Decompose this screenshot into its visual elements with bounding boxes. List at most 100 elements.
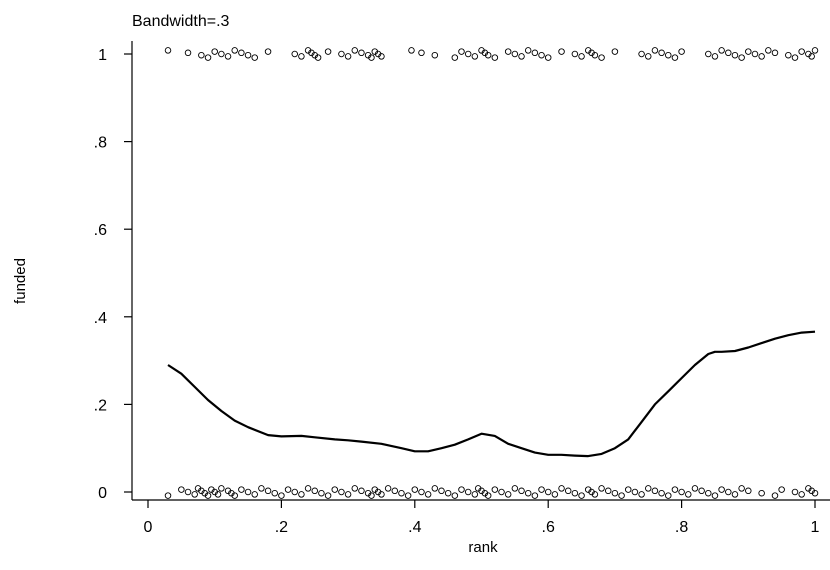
data-point-funded-1	[504, 48, 512, 55]
data-point-funded-1	[224, 53, 232, 60]
data-point-funded-0	[244, 488, 252, 496]
data-point-funded-0	[438, 487, 445, 495]
data-point-funded-0	[778, 486, 785, 493]
data-point-funded-1	[324, 48, 332, 55]
data-point-funded-1	[458, 48, 465, 55]
data-point-funded-1	[544, 54, 552, 61]
data-point-funded-0	[331, 486, 339, 493]
data-point-funded-1	[484, 51, 492, 59]
data-point-funded-1	[244, 51, 252, 59]
y-tick-label: 1	[98, 47, 107, 64]
data-point-funded-1	[578, 53, 585, 60]
data-point-funded-0	[811, 489, 819, 497]
data-point-funded-1	[291, 50, 298, 58]
data-point-funded-1	[738, 54, 745, 61]
data-point-funded-1	[645, 53, 652, 60]
data-point-funded-1	[798, 48, 805, 55]
data-point-funded-0	[431, 485, 439, 492]
data-point-funded-1	[785, 51, 792, 59]
data-point-funded-0	[444, 489, 452, 497]
data-point-funded-0	[324, 492, 332, 499]
data-point-funded-1	[571, 50, 579, 58]
data-point-funded-0	[338, 488, 345, 496]
y-tick-label: 0	[98, 485, 107, 502]
data-point-funded-0	[271, 489, 278, 497]
data-point-funded-1	[451, 54, 459, 61]
data-point-funded-1	[164, 47, 172, 54]
data-point-funded-0	[471, 491, 479, 498]
data-point-funded-0	[604, 487, 612, 495]
data-point-funded-0	[571, 489, 579, 497]
data-point-funded-0	[758, 489, 765, 497]
data-point-funded-0	[645, 485, 652, 492]
data-point-funded-1	[791, 54, 799, 61]
data-point-funded-0	[418, 488, 425, 496]
data-point-funded-0	[598, 485, 605, 492]
data-point-funded-1	[598, 54, 605, 61]
data-point-funded-1	[464, 50, 472, 58]
data-point-funded-0	[578, 492, 585, 499]
data-point-funded-0	[264, 487, 272, 495]
data-point-funded-1	[591, 51, 599, 59]
data-point-funded-1	[524, 47, 532, 54]
data-point-funded-0	[558, 485, 565, 492]
data-point-funded-1	[808, 53, 815, 60]
data-point-funded-1	[204, 54, 212, 61]
data-point-funded-0	[164, 492, 172, 499]
data-point-funded-0	[238, 486, 245, 493]
data-point-funded-0	[705, 489, 712, 497]
data-point-funded-0	[498, 488, 505, 496]
data-point-funded-0	[464, 488, 472, 496]
data-point-funded-0	[184, 488, 192, 496]
data-point-funded-0	[458, 486, 465, 493]
data-point-funded-1	[611, 48, 619, 55]
data-point-funded-1	[731, 51, 739, 59]
data-point-funded-0	[631, 488, 639, 496]
x-tick-label: .6	[542, 519, 555, 536]
data-point-funded-0	[798, 491, 805, 498]
data-point-funded-0	[524, 489, 532, 497]
data-point-funded-1	[711, 53, 719, 60]
data-point-funded-0	[404, 492, 412, 499]
data-point-funded-1	[408, 47, 415, 54]
y-tick-label: .8	[94, 135, 107, 152]
data-point-funded-0	[685, 491, 692, 498]
data-point-funded-1	[811, 47, 819, 54]
data-point-funded-0	[231, 492, 238, 499]
data-point-funded-1	[218, 50, 225, 58]
data-point-funded-0	[384, 485, 392, 492]
y-tick-label: .2	[94, 397, 107, 414]
y-tick-label: .6	[94, 222, 107, 239]
data-point-funded-1	[471, 53, 479, 60]
data-point-funded-0	[218, 485, 225, 492]
data-point-funded-0	[791, 488, 799, 496]
data-point-funded-1	[338, 50, 345, 58]
data-point-funded-0	[511, 485, 519, 492]
data-point-funded-0	[698, 487, 705, 495]
data-point-funded-0	[544, 488, 552, 496]
x-tick-label: .4	[408, 519, 421, 536]
data-point-funded-0	[278, 492, 285, 499]
data-point-funded-0	[531, 492, 539, 499]
data-point-funded-1	[671, 54, 679, 61]
data-point-funded-0	[564, 487, 572, 495]
data-point-funded-0	[484, 492, 492, 499]
data-point-funded-0	[651, 487, 659, 495]
data-point-funded-0	[611, 489, 619, 497]
data-point-funded-0	[214, 491, 222, 498]
data-point-funded-1	[378, 53, 385, 60]
data-point-funded-0	[311, 487, 319, 495]
data-point-funded-0	[718, 486, 725, 493]
data-point-funded-0	[711, 492, 719, 499]
data-point-funded-1	[251, 54, 258, 61]
data-point-funded-0	[424, 491, 432, 498]
y-tick-label: .4	[94, 310, 107, 327]
data-point-funded-0	[258, 485, 265, 492]
data-point-funded-0	[358, 487, 365, 495]
data-point-funded-0	[344, 491, 352, 498]
data-point-funded-1	[751, 50, 759, 58]
data-point-funded-1	[531, 49, 539, 57]
data-point-funded-0	[665, 492, 672, 499]
data-point-funded-1	[491, 54, 499, 61]
data-point-funded-1	[211, 48, 218, 55]
